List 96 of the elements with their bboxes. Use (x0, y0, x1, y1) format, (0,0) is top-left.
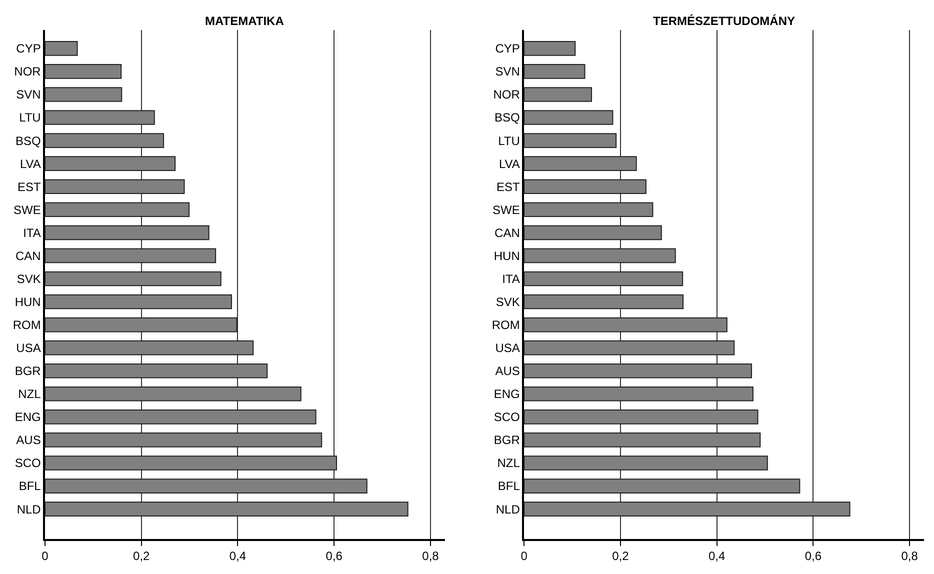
x-tick-label: 0,2 (133, 549, 150, 564)
x-tick-label: 0,8 (901, 549, 918, 564)
y-tick-label: ITA (502, 272, 520, 286)
y-tick-label: ENG (14, 410, 41, 424)
y-tick-label: SCO (14, 456, 41, 470)
y-tick-label: CYP (16, 42, 41, 56)
y-tick-label: NOR (14, 64, 42, 79)
y-tick-label: BSQ (494, 110, 520, 125)
y-tick-label: SVK (16, 272, 41, 286)
chart-title: MATEMATIKA (205, 14, 284, 28)
y-tick-label: SWE (492, 202, 520, 217)
y-tick-label: ROM (12, 318, 41, 332)
y-tick-label: BGR (14, 364, 42, 378)
bar (45, 248, 216, 264)
x-tick-label: 0 (520, 549, 528, 564)
bar (524, 225, 662, 240)
bar (524, 41, 576, 56)
y-tick-label: CAN (16, 248, 41, 263)
bar (524, 271, 684, 286)
bar (45, 432, 322, 448)
y-tick-label: ROM (492, 318, 520, 332)
bar (524, 179, 646, 194)
bar (45, 363, 268, 378)
bar (45, 87, 122, 102)
x-tick-label: 0,6 (326, 549, 343, 564)
y-tick-label: EST (18, 180, 42, 194)
y-tick-label: NZL (18, 387, 42, 402)
bar (45, 271, 222, 286)
bar (524, 248, 676, 264)
bar (45, 456, 338, 470)
y-tick-label: LTU (19, 110, 41, 125)
y-tick-label: SCO (494, 410, 520, 424)
bar (524, 386, 754, 402)
bar (45, 317, 238, 332)
bar (45, 179, 185, 194)
bar (524, 478, 800, 494)
bar (524, 294, 684, 310)
y-tick-label: HUN (494, 248, 520, 263)
y-tick-label: SWE (14, 202, 41, 217)
y-tick-label: LTU (498, 134, 520, 148)
y-tick-label: EST (496, 180, 521, 194)
y-tick-label: USA (495, 341, 520, 356)
y-tick-label: ENG (494, 387, 520, 402)
bar (45, 502, 408, 516)
bar (524, 363, 752, 378)
bar (45, 340, 254, 356)
bar (45, 225, 210, 240)
x-tick-label: 0,4 (708, 549, 726, 564)
bar (524, 133, 617, 148)
y-tick-label: LVA (20, 156, 41, 171)
bar (524, 502, 850, 516)
bar (45, 64, 122, 79)
bar (524, 87, 592, 102)
y-tick-label: SVK (496, 294, 520, 309)
y-tick-label: BGR (494, 433, 520, 448)
y-tick-label: NLD (496, 502, 520, 516)
bar (45, 202, 190, 218)
bar (45, 410, 316, 424)
bar (45, 386, 302, 402)
y-tick-label: SVN (16, 88, 41, 102)
y-tick-label: HUN (14, 294, 41, 309)
y-tick-label: CAN (494, 226, 520, 240)
bar (45, 478, 368, 494)
bar (524, 156, 637, 171)
x-tick-label: 0,4 (229, 549, 246, 564)
y-tick-label: AUS (495, 364, 520, 378)
bar (524, 432, 761, 448)
chart-title: TERMÉSZETTUDOMÁNY (653, 14, 795, 28)
bar (45, 110, 155, 125)
y-tick-label: SVN (495, 64, 520, 79)
bar (45, 156, 176, 171)
bar (524, 410, 758, 424)
x-tick-label: 0,8 (422, 549, 440, 564)
bar (45, 133, 164, 148)
x-tick-label: 0,2 (612, 549, 630, 564)
y-tick-label: BFL (18, 479, 42, 494)
y-tick-label: NOR (493, 88, 520, 102)
x-tick-label: 0 (42, 549, 49, 564)
bar (524, 456, 768, 470)
bar (524, 110, 614, 125)
bar (45, 294, 232, 310)
bar (45, 41, 78, 56)
y-tick-label: NLD (16, 502, 42, 516)
y-tick-label: BFL (498, 479, 520, 494)
y-tick-label: USA (16, 341, 41, 356)
bar (524, 340, 735, 356)
y-tick-label: BSQ (16, 134, 41, 148)
y-tick-label: ITA (23, 226, 41, 240)
y-tick-label: CYP (495, 42, 520, 56)
y-tick-label: LVA (499, 156, 520, 171)
bar (524, 64, 586, 79)
y-tick-label: NZL (497, 456, 520, 470)
y-tick-label: AUS (16, 433, 41, 448)
x-tick-label: 0,6 (804, 549, 822, 564)
bar (524, 317, 728, 332)
bar (524, 202, 654, 218)
